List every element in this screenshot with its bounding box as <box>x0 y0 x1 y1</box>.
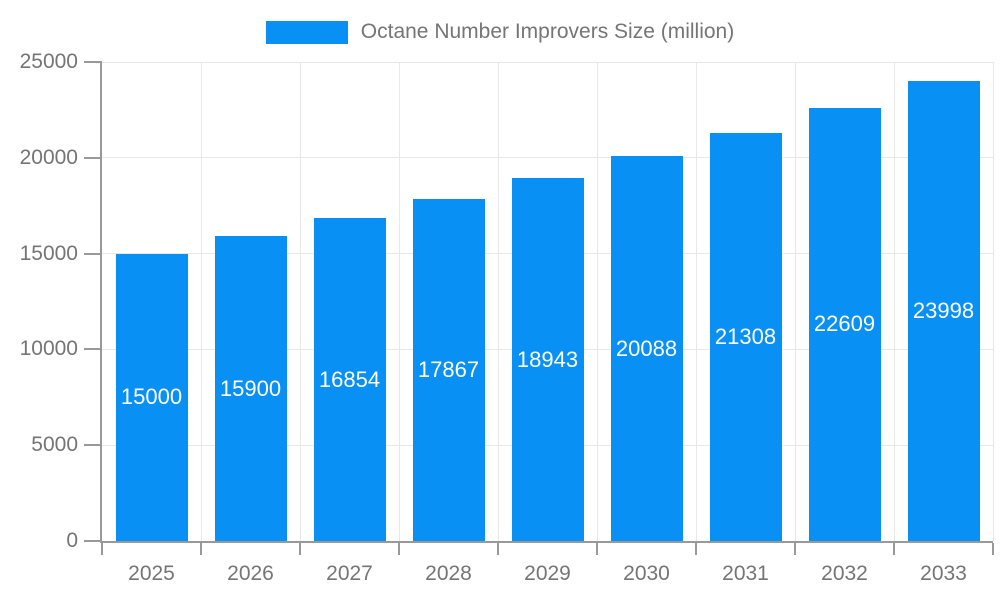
x-tick <box>893 543 895 555</box>
legend-label: Octane Number Improvers Size (million) <box>360 20 735 43</box>
y-tick <box>84 252 102 255</box>
x-gridline <box>893 62 895 541</box>
y-tick-label: 10000 <box>19 337 78 361</box>
x-gridline <box>497 62 499 541</box>
y-tick <box>84 540 102 542</box>
x-tick <box>497 543 499 555</box>
x-tick-label-2031: 2031 <box>722 562 769 585</box>
bar-value-2026: 15900 <box>219 375 282 401</box>
x-tick <box>794 543 796 555</box>
bar-2030[interactable] <box>610 156 683 541</box>
bar-value-2028: 17867 <box>417 356 480 382</box>
bar-2027[interactable] <box>313 218 386 541</box>
x-tick-label-2033: 2033 <box>920 562 967 585</box>
x-tick-label-2032: 2032 <box>821 562 868 585</box>
bar-value-2033: 23998 <box>912 298 975 324</box>
y-tick-label: 20000 <box>19 145 78 169</box>
bar-2032[interactable] <box>808 107 881 541</box>
x-gridline <box>992 62 994 541</box>
y-tick <box>84 61 102 63</box>
bar-value-2025: 15000 <box>120 384 183 410</box>
bar-value-2027: 16854 <box>318 366 381 392</box>
x-gridline <box>299 62 301 541</box>
bar-2031[interactable] <box>709 132 782 541</box>
bar-value-2030: 20088 <box>615 335 678 361</box>
y-gridline <box>102 61 993 63</box>
x-tick-label-2030: 2030 <box>623 562 670 585</box>
bar-2029[interactable] <box>511 178 584 541</box>
y-tick <box>84 348 102 351</box>
bar-2033[interactable] <box>907 81 980 541</box>
y-tick-label: 0 <box>66 529 78 552</box>
x-gridline <box>695 62 697 541</box>
x-tick <box>398 543 400 555</box>
legend-item[interactable]: Octane Number Improvers Size (million) <box>0 20 1000 44</box>
bar-value-2032: 22609 <box>813 311 876 337</box>
x-tick-label-2028: 2028 <box>425 562 472 585</box>
bar-2026[interactable] <box>214 236 287 541</box>
legend-swatch <box>265 20 348 44</box>
x-tick <box>992 543 994 555</box>
y-tick <box>84 156 102 159</box>
x-tick-label-2027: 2027 <box>326 562 373 585</box>
x-tick-label-2025: 2025 <box>128 562 175 585</box>
bar-2025[interactable] <box>115 253 188 541</box>
x-gridline <box>794 62 796 541</box>
bar-value-2031: 21308 <box>714 323 777 349</box>
x-tick <box>101 543 103 555</box>
y-tick-label: 25000 <box>19 50 78 73</box>
y-tick <box>84 444 102 447</box>
x-tick <box>695 543 697 555</box>
y-tick-label: 15000 <box>19 241 78 265</box>
x-tick-label-2026: 2026 <box>227 562 274 585</box>
y-gridline <box>102 157 993 159</box>
x-tick <box>299 543 301 555</box>
x-tick-label-2029: 2029 <box>524 562 571 585</box>
x-gridline <box>200 62 202 541</box>
x-tick <box>200 543 202 555</box>
x-tick <box>596 543 598 555</box>
y-tick-label: 5000 <box>31 433 78 457</box>
bar-value-2029: 18943 <box>516 346 579 372</box>
bar-2028[interactable] <box>412 198 485 541</box>
y-axis-line <box>100 62 102 543</box>
x-gridline <box>596 62 598 541</box>
x-axis-line <box>102 541 993 543</box>
x-gridline <box>398 62 400 541</box>
